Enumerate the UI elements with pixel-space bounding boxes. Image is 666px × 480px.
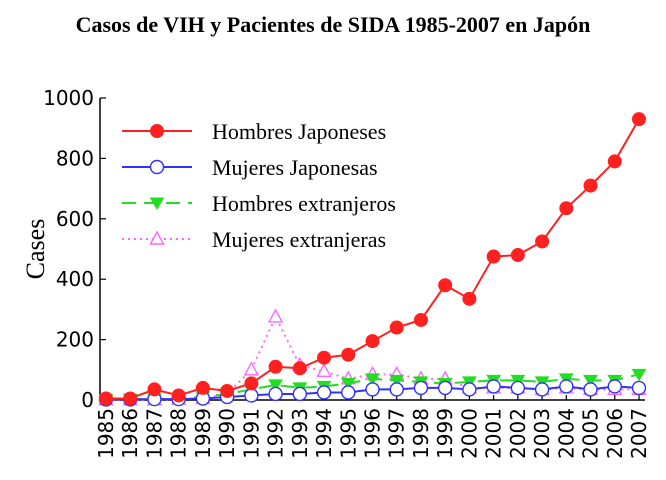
- data-point: [583, 374, 598, 388]
- legend-label: Hombres extranjeros: [212, 191, 396, 216]
- data-point: [341, 347, 356, 362]
- x-tick-label: 1996: [361, 408, 385, 459]
- data-point: [268, 379, 283, 392]
- legend-entry: Mujeres Japonesas: [122, 155, 378, 180]
- data-point: [292, 361, 307, 376]
- data-point: [317, 350, 332, 365]
- data-point: [607, 154, 622, 169]
- data-point: [316, 362, 332, 378]
- x-tick-label: 2001: [482, 408, 506, 459]
- legend-entry: Hombres extranjeros: [122, 191, 396, 216]
- y-tick-label: 0: [81, 388, 94, 412]
- series-layer: [98, 112, 647, 407]
- chart-title: Casos de VIH y Pacientes de SIDA 1985-20…: [75, 12, 591, 37]
- legend-marker: [149, 159, 165, 175]
- x-tick-label: 2002: [506, 408, 530, 459]
- data-point: [389, 374, 405, 388]
- legend-label: Hombres Japoneses: [212, 119, 386, 144]
- data-point: [99, 391, 113, 406]
- data-point: [244, 376, 259, 391]
- x-tick-label: 1990: [215, 408, 239, 459]
- x-tick-label: 2007: [627, 408, 651, 459]
- data-point: [244, 388, 259, 403]
- legend-entry: Hombres Japoneses: [122, 119, 386, 144]
- data-point: [389, 382, 404, 397]
- data-point: [462, 382, 477, 397]
- legend-marker: [149, 197, 165, 210]
- data-point: [632, 112, 646, 127]
- x-tick-label: 1992: [264, 408, 288, 459]
- data-point: [534, 382, 550, 397]
- series-mujeres-japonesas: [98, 379, 647, 407]
- data-point: [583, 178, 598, 193]
- x-tick-label: 1985: [94, 408, 118, 459]
- data-point: [220, 383, 235, 398]
- x-tick-label: 1988: [167, 408, 191, 459]
- data-point: [559, 201, 574, 216]
- y-axis-label: Cases: [21, 219, 50, 280]
- x-tick-label: 1987: [142, 408, 166, 459]
- data-point: [631, 368, 647, 382]
- series-hombres-japoneses: [99, 112, 646, 406]
- y-tick-label: 400: [56, 267, 94, 291]
- data-point: [462, 291, 477, 306]
- chart-legend: Hombres Japoneses Mujeres Japonesas Hombre…: [122, 119, 396, 252]
- legend-label: Mujeres extranjeras: [212, 227, 386, 252]
- data-point: [243, 361, 260, 376]
- data-point: [171, 388, 186, 403]
- data-point: [631, 380, 647, 396]
- data-point: [365, 382, 380, 397]
- x-tick-label: 2003: [530, 408, 554, 459]
- data-point: [365, 334, 380, 349]
- data-point: [583, 382, 598, 397]
- data-point: [195, 380, 210, 395]
- data-point: [510, 248, 525, 263]
- legend-marker: [149, 230, 165, 245]
- data-point: [559, 379, 574, 394]
- data-point: [268, 359, 283, 374]
- data-point: [413, 380, 429, 396]
- y-tick-label: 200: [56, 328, 94, 352]
- x-tick-label: 1998: [409, 408, 433, 459]
- legend-marker: [150, 124, 164, 138]
- x-tick-label: 2006: [603, 408, 627, 459]
- data-point: [316, 385, 332, 400]
- x-tick-label: 1995: [336, 408, 360, 459]
- data-point: [607, 379, 622, 394]
- data-point: [340, 377, 356, 391]
- data-point: [341, 385, 356, 400]
- x-tick-label: 1994: [312, 408, 336, 459]
- data-point: [413, 312, 428, 327]
- y-tick-label: 1000: [43, 86, 94, 110]
- data-point: [535, 234, 550, 249]
- x-tick-label: 2004: [554, 408, 578, 459]
- x-tick-label: 2005: [579, 408, 603, 459]
- x-tick-label: 2000: [457, 408, 481, 459]
- x-tick-label: 1989: [191, 408, 215, 459]
- y-tick-label: 600: [56, 207, 94, 231]
- x-tick-label: 1991: [239, 408, 263, 459]
- data-point: [389, 320, 404, 335]
- y-tick-label: 800: [56, 146, 94, 170]
- legend-entry: Mujeres extranjeras: [122, 227, 386, 252]
- data-point: [365, 373, 380, 386]
- data-point: [438, 278, 453, 293]
- data-point: [486, 379, 501, 394]
- data-point: [267, 308, 284, 323]
- data-point: [268, 386, 283, 402]
- data-point: [123, 391, 138, 406]
- data-point: [510, 380, 526, 396]
- legend-label: Mujeres Japonesas: [212, 155, 378, 180]
- x-tick-label: 1997: [385, 408, 409, 459]
- data-point: [437, 380, 453, 396]
- data-point: [486, 249, 501, 264]
- x-tick-label: 1986: [118, 408, 142, 459]
- data-point: [292, 386, 308, 402]
- data-point: [147, 382, 162, 397]
- x-tick-label: 1993: [288, 408, 312, 459]
- x-tick-label: 1999: [433, 408, 457, 459]
